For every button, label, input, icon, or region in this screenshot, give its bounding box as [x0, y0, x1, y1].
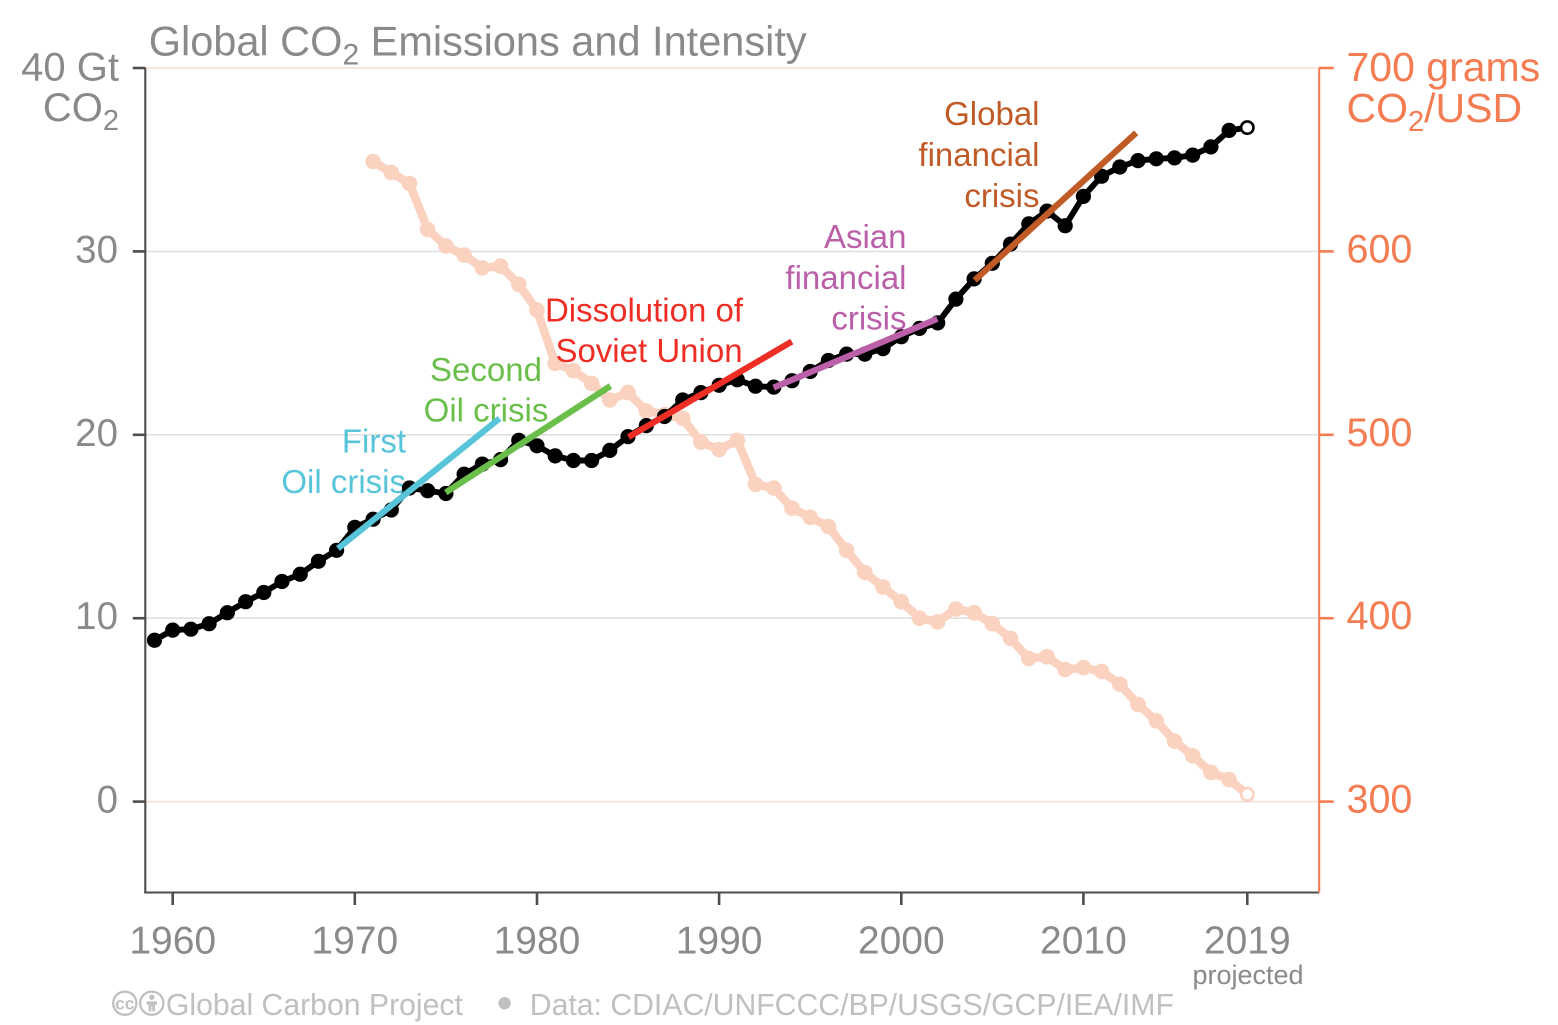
svg-text:1990: 1990 [676, 919, 763, 962]
svg-text:financial: financial [918, 136, 1039, 173]
svg-text:0: 0 [97, 779, 118, 822]
svg-text:40 Gt: 40 Gt [21, 45, 119, 89]
svg-text:2019: 2019 [1204, 919, 1291, 962]
svg-text:financial: financial [785, 259, 906, 296]
svg-text:600: 600 [1347, 227, 1413, 271]
svg-text:1970: 1970 [311, 919, 398, 962]
svg-text:1980: 1980 [494, 919, 581, 962]
svg-text:300: 300 [1347, 778, 1413, 822]
svg-text:crisis: crisis [831, 300, 906, 337]
svg-text:CO2: CO2 [43, 86, 119, 137]
svg-text:crisis: crisis [964, 177, 1039, 214]
svg-text:Global CO2 Emissions and Inten: Global CO2 Emissions and Intensity [149, 18, 807, 72]
svg-text:30: 30 [75, 228, 118, 271]
svg-text:First: First [342, 423, 406, 460]
svg-text:CO2/USD: CO2/USD [1347, 85, 1523, 138]
svg-text:Soviet Union: Soviet Union [555, 332, 742, 369]
svg-text:2000: 2000 [858, 919, 945, 962]
svg-text:projected: projected [1192, 960, 1303, 990]
svg-text:Data: CDIAC/UNFCCC/BP/USGS/GCP: Data: CDIAC/UNFCCC/BP/USGS/GCP/IEA/IMF [530, 989, 1174, 1022]
svg-text:400: 400 [1347, 594, 1413, 638]
svg-text:Global Carbon Project: Global Carbon Project [166, 989, 464, 1022]
svg-text:Oil crisis: Oil crisis [424, 392, 549, 429]
svg-text:1960: 1960 [129, 919, 216, 962]
svg-text:Oil crisis: Oil crisis [281, 463, 406, 500]
svg-text:cc: cc [115, 994, 135, 1014]
svg-text:Global: Global [944, 95, 1039, 132]
svg-text:500: 500 [1347, 411, 1413, 455]
svg-text:20: 20 [75, 412, 118, 455]
svg-text:Second: Second [430, 351, 542, 388]
svg-text:10: 10 [75, 595, 118, 638]
svg-text:700 grams: 700 grams [1347, 44, 1541, 90]
svg-text:2010: 2010 [1040, 919, 1127, 962]
svg-text:Dissolution of: Dissolution of [545, 291, 744, 328]
svg-text:Asian: Asian [824, 218, 907, 255]
